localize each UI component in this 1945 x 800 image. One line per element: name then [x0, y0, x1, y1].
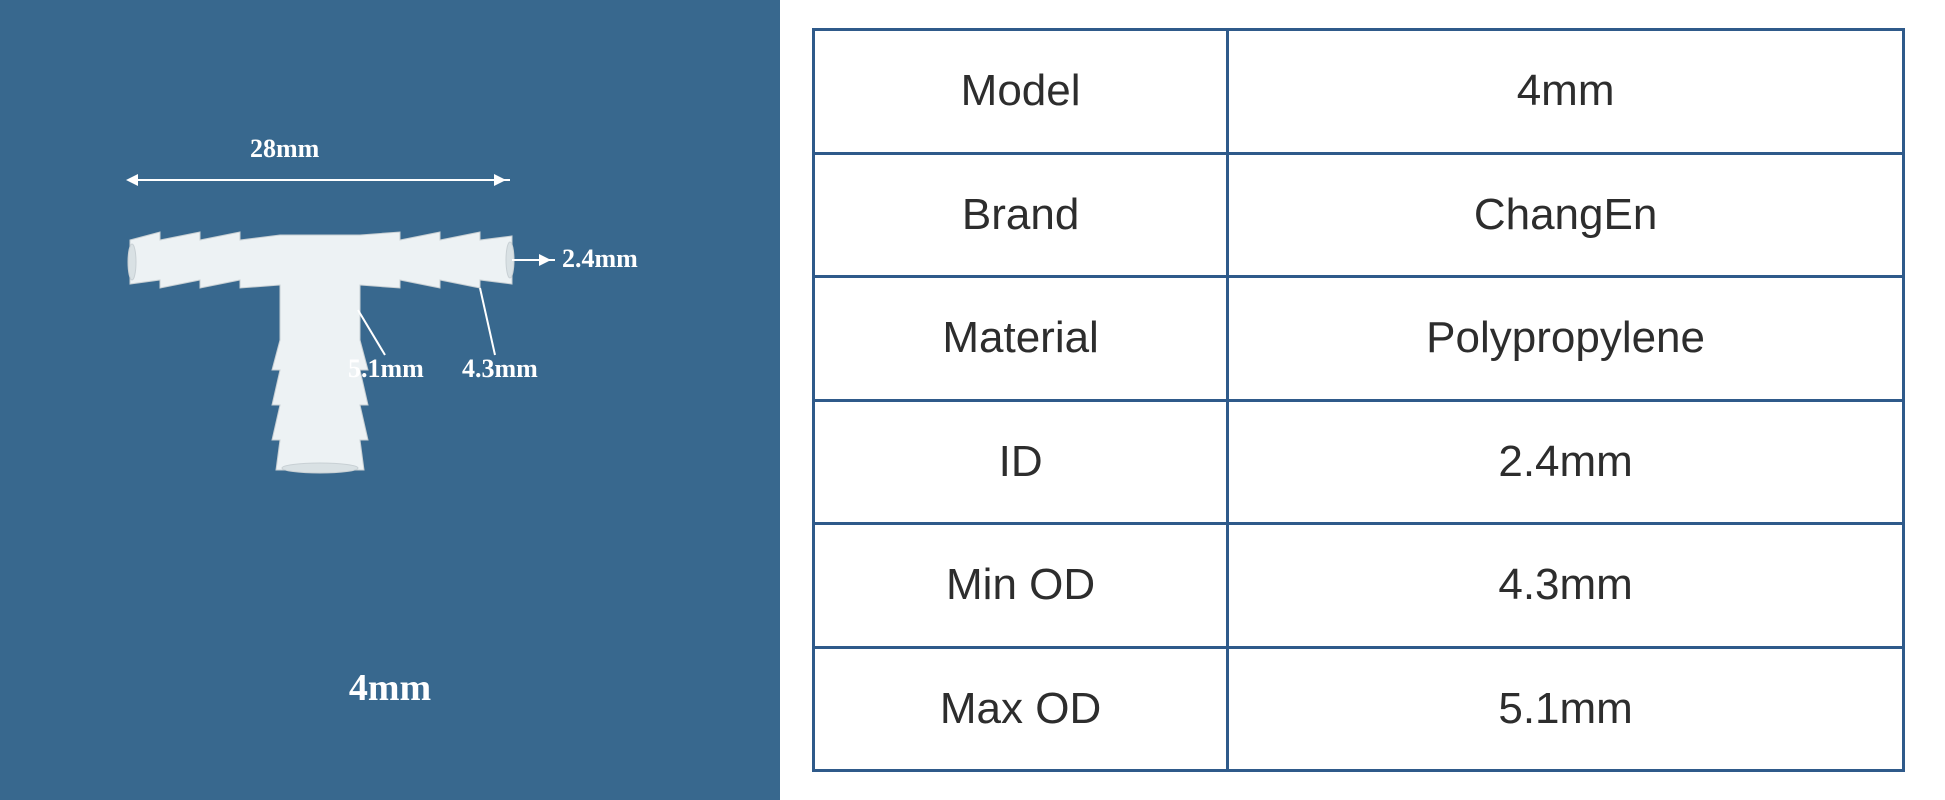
table-row: Model 4mm	[814, 30, 1904, 154]
spec-value: ChangEn	[1228, 153, 1904, 277]
table-row: Brand ChangEn	[814, 153, 1904, 277]
spec-table-body: Model 4mm Brand ChangEn Material Polypro…	[814, 30, 1904, 771]
connector-diagram	[100, 140, 680, 560]
table-row: ID 2.4mm	[814, 400, 1904, 524]
spec-key: Min OD	[814, 524, 1228, 648]
spec-value: 4mm	[1228, 30, 1904, 154]
spec-value: 2.4mm	[1228, 400, 1904, 524]
minod-label: 4.3mm	[462, 354, 538, 384]
spec-value: 4.3mm	[1228, 524, 1904, 648]
product-diagram-panel: 28mm 2.4mm 5.1mm 4.3mm 4mm	[0, 0, 780, 800]
maxod-label: 5.1mm	[348, 354, 424, 384]
id-label: 2.4mm	[562, 244, 638, 274]
product-title: 4mm	[0, 666, 780, 710]
table-row: Max OD 5.1mm	[814, 647, 1904, 771]
spec-key: Brand	[814, 153, 1228, 277]
table-row: Material Polypropylene	[814, 277, 1904, 401]
spec-table: Model 4mm Brand ChangEn Material Polypro…	[812, 28, 1905, 772]
spec-key: ID	[814, 400, 1228, 524]
spec-key: Max OD	[814, 647, 1228, 771]
diagram-area: 28mm 2.4mm 5.1mm 4.3mm	[100, 140, 680, 560]
minod-lead-line	[480, 288, 495, 355]
width-label: 28mm	[250, 134, 319, 164]
spec-value: Polypropylene	[1228, 277, 1904, 401]
spec-value: 5.1mm	[1228, 647, 1904, 771]
table-row: Min OD 4.3mm	[814, 524, 1904, 648]
spec-panel: Model 4mm Brand ChangEn Material Polypro…	[780, 0, 1945, 800]
spec-key: Material	[814, 277, 1228, 401]
spec-key: Model	[814, 30, 1228, 154]
tee-connector-shape	[128, 232, 514, 473]
